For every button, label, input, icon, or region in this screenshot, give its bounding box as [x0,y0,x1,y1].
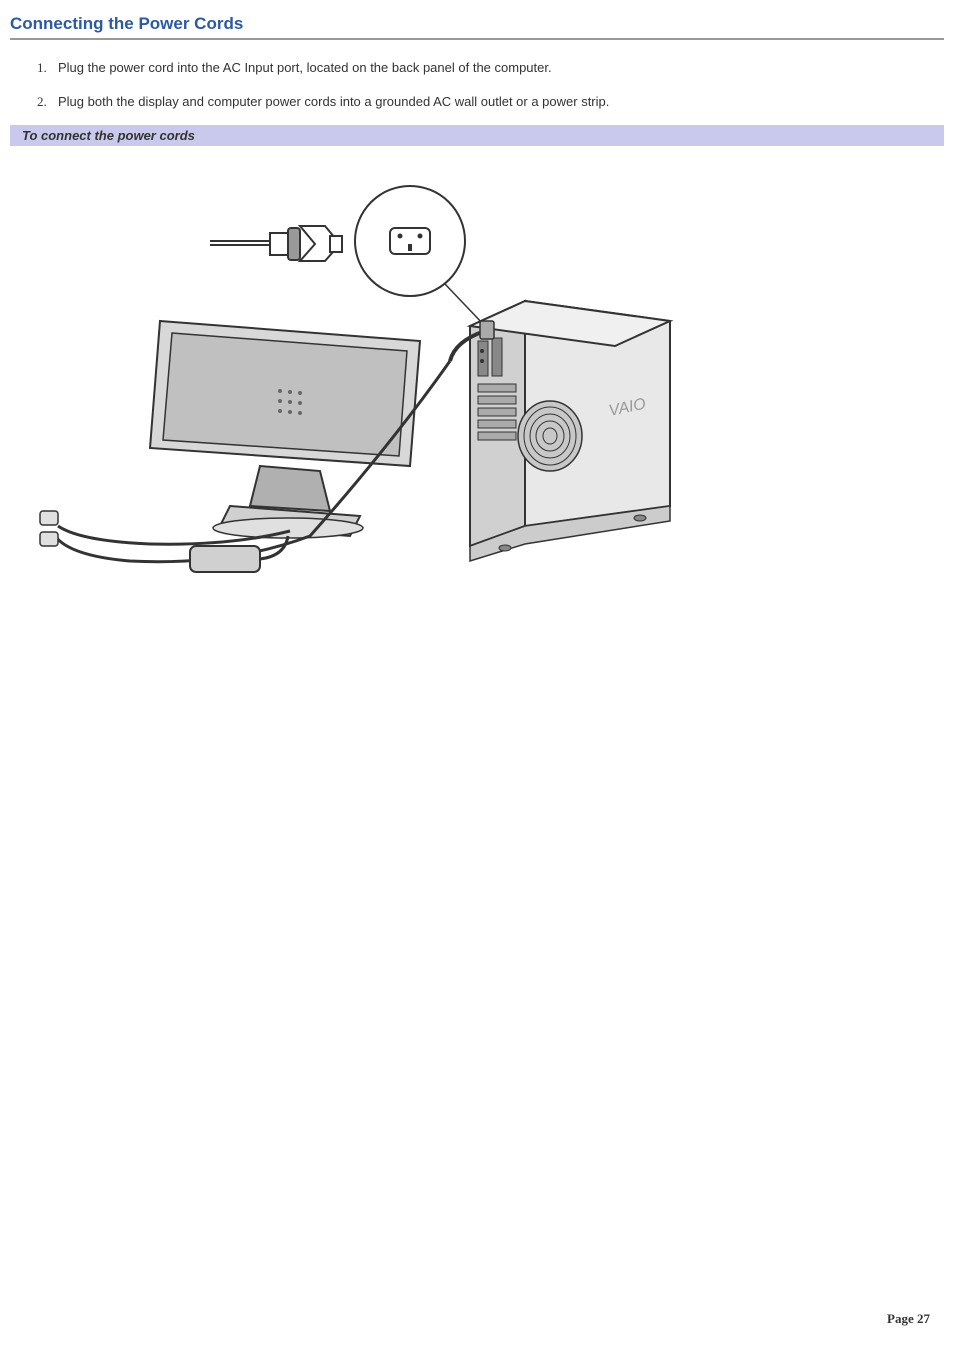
tower-illustration: VAIO [470,301,670,561]
step-item: Plug both the display and computer power… [50,92,944,112]
page-footer-label: Page [887,1311,914,1326]
monitor-illustration [150,321,420,538]
page-footer: Page 27 [887,1311,930,1327]
step-item: Plug the power cord into the AC Input po… [50,58,944,78]
steps-list: Plug the power cord into the AC Input po… [10,58,944,111]
power-cord-diagram: VAIO [30,166,710,586]
page-title: Connecting the Power Cords [10,0,944,40]
diagram-caption: To connect the power cords [10,125,944,146]
diagram-container: VAIO [10,156,944,586]
page-number: 27 [917,1311,930,1326]
